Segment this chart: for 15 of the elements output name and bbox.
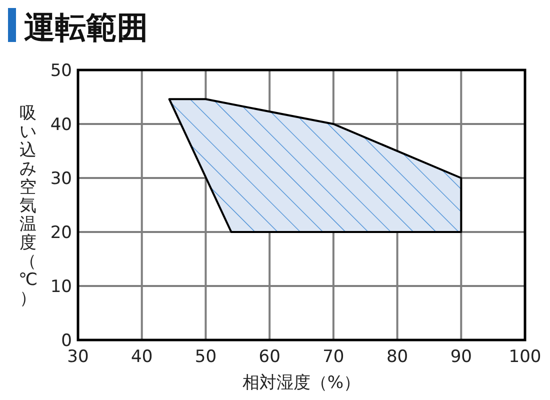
x-tick-label: 60 [258, 347, 280, 367]
y-tick-label: 30 [50, 169, 72, 189]
x-axis-title: 相対湿度（%） [242, 373, 361, 393]
x-tick-label: 100 [508, 347, 542, 367]
x-tick-label: 40 [131, 347, 153, 367]
x-tick-label: 50 [194, 347, 217, 367]
x-tick-label: 70 [322, 347, 344, 367]
y-tick-label: 50 [50, 61, 72, 81]
chart-title: 運転範囲 [24, 10, 148, 46]
y-tick-label: 40 [50, 115, 72, 135]
x-tick-label: 90 [450, 347, 472, 367]
y-tick-label: 10 [50, 277, 72, 297]
text: 吸い込み空気温度（℃） [18, 104, 38, 308]
y-tick-label: 20 [50, 223, 72, 243]
x-tick-label: 80 [386, 347, 408, 367]
